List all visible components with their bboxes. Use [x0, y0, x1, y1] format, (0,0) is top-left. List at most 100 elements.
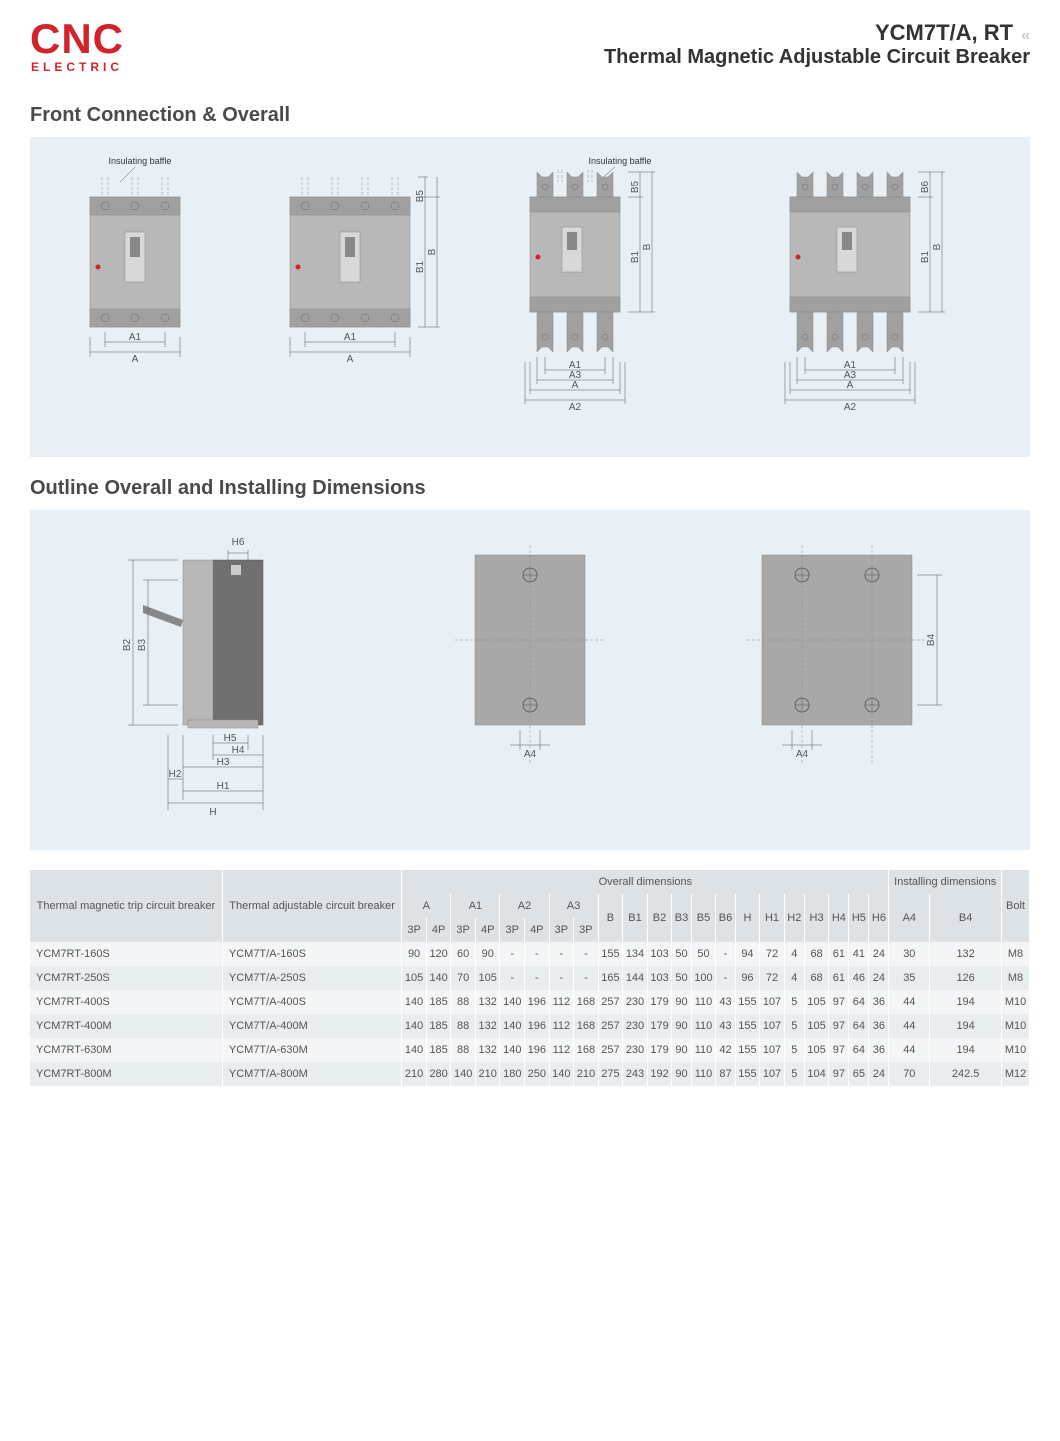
cell-value: - [716, 942, 735, 966]
cell-value: M10 [1002, 1038, 1030, 1062]
cell-value: 4 [784, 942, 804, 966]
cell-value: 97 [829, 990, 849, 1014]
cell-value: 168 [574, 1038, 599, 1062]
th-col1: Thermal magnetic trip circuit breaker [30, 870, 222, 942]
cell-value: 46 [849, 966, 869, 990]
cell-model2: YCM7T/A-160S [222, 942, 401, 966]
cell-value: 36 [869, 1038, 889, 1062]
diagram-3p-lugs: Insulating baffle B5 B1 B [500, 152, 720, 442]
cell-value: 103 [647, 966, 672, 990]
cell-value: 210 [475, 1062, 500, 1086]
cell-value: 140 [549, 1062, 574, 1086]
svg-text:A2: A2 [569, 402, 582, 413]
cell-value: M10 [1002, 990, 1030, 1014]
th-dim: B6 [716, 894, 735, 942]
cell-value: 90 [672, 1038, 691, 1062]
cell-value: M8 [1002, 966, 1030, 990]
cell-value: 44 [889, 1014, 930, 1038]
cell-value: 100 [691, 966, 716, 990]
th-install-dim: B4 [930, 894, 1002, 942]
cell-value: 104 [804, 1062, 829, 1086]
table-row: YCM7RT-800MYCM7T/A-800M21028014021018025… [30, 1062, 1030, 1086]
th-dim: H4 [829, 894, 849, 942]
cell-value: 88 [451, 1014, 476, 1038]
cell-value: 43 [716, 1014, 735, 1038]
cell-value: 35 [889, 966, 930, 990]
cell-value: 43 [716, 990, 735, 1014]
diagram-panel-2: H6 B2 B3 H5 H4 H3 H2 H1 H [30, 510, 1030, 850]
cell-value: 155 [735, 1062, 760, 1086]
cell-value: 90 [672, 1014, 691, 1038]
cell-value: 179 [647, 1038, 672, 1062]
svg-text:A: A [572, 380, 579, 391]
cell-value: 144 [623, 966, 648, 990]
svg-text:B4: B4 [926, 633, 937, 646]
cell-value: 168 [574, 1014, 599, 1038]
cell-value: - [574, 942, 599, 966]
cell-model2: YCM7T/A-250S [222, 966, 401, 990]
svg-text:B: B [427, 248, 438, 255]
svg-text:B1: B1 [415, 260, 426, 273]
cell-value: 110 [691, 1038, 716, 1062]
cell-value: 242.5 [930, 1062, 1002, 1086]
cell-value: - [716, 966, 735, 990]
table-header: Thermal magnetic trip circuit breaker Th… [30, 870, 1030, 942]
th-sub: 4P [475, 918, 500, 942]
cell-value: 36 [869, 1014, 889, 1038]
cell-value: 105 [475, 966, 500, 990]
cell-value: 140 [426, 966, 451, 990]
cell-value: 168 [574, 990, 599, 1014]
cell-value: - [500, 966, 525, 990]
cell-value: 280 [426, 1062, 451, 1086]
cell-value: 70 [889, 1062, 930, 1086]
cell-value: 24 [869, 966, 889, 990]
th-sub: 3P [549, 918, 574, 942]
cell-value: 107 [760, 1014, 785, 1038]
cell-model1: YCM7RT-160S [30, 942, 222, 966]
table-row: YCM7RT-400SYCM7T/A-400S14018588132140196… [30, 990, 1030, 1014]
cell-value: 132 [930, 942, 1002, 966]
table-row: YCM7RT-630MYCM7T/A-630M14018588132140196… [30, 1038, 1030, 1062]
product-subtitle: Thermal Magnetic Adjustable Circuit Brea… [604, 46, 1030, 69]
cell-value: 24 [869, 942, 889, 966]
cell-model2: YCM7T/A-630M [222, 1038, 401, 1062]
cell-value: 44 [889, 1038, 930, 1062]
cell-value: 257 [598, 1038, 623, 1062]
th-sub: 3P [402, 918, 427, 942]
cell-model2: YCM7T/A-400M [222, 1014, 401, 1038]
cell-value: 41 [849, 942, 869, 966]
cell-value: 275 [598, 1062, 623, 1086]
cell-value: 140 [500, 1014, 525, 1038]
cell-value: 112 [549, 1014, 574, 1038]
svg-text:A4: A4 [796, 749, 809, 760]
cell-value: - [549, 966, 574, 990]
cell-value: 165 [598, 966, 623, 990]
svg-text:A1: A1 [344, 332, 357, 343]
cell-value: 90 [672, 990, 691, 1014]
cell-value: 196 [525, 1014, 550, 1038]
cell-value: 134 [623, 942, 648, 966]
title-block: YCM7T/A, RT« Thermal Magnetic Adjustable… [604, 20, 1030, 69]
cell-value: 103 [647, 942, 672, 966]
cell-value: 179 [647, 990, 672, 1014]
cell-value: 194 [930, 990, 1002, 1014]
svg-text:H1: H1 [217, 781, 230, 792]
cell-value: 105 [804, 990, 829, 1014]
cell-value: M12 [1002, 1062, 1030, 1086]
th-dim: A2 [500, 894, 549, 918]
svg-text:B5: B5 [630, 180, 641, 193]
cell-value: 64 [849, 1014, 869, 1038]
th-dim: A3 [549, 894, 598, 918]
th-dim: H [735, 894, 760, 942]
chevron-icon: « [1021, 27, 1030, 44]
cell-value: 5 [784, 1062, 804, 1086]
diagram-panel-1: Insulating baffle A1 A [30, 137, 1030, 457]
cell-value: M8 [1002, 942, 1030, 966]
cell-value: 72 [760, 966, 785, 990]
cell-value: 97 [829, 1038, 849, 1062]
cell-value: 110 [691, 990, 716, 1014]
cell-value: 155 [735, 1038, 760, 1062]
cell-value: 107 [760, 1038, 785, 1062]
cell-value: 230 [623, 990, 648, 1014]
cell-value: 110 [691, 1062, 716, 1086]
